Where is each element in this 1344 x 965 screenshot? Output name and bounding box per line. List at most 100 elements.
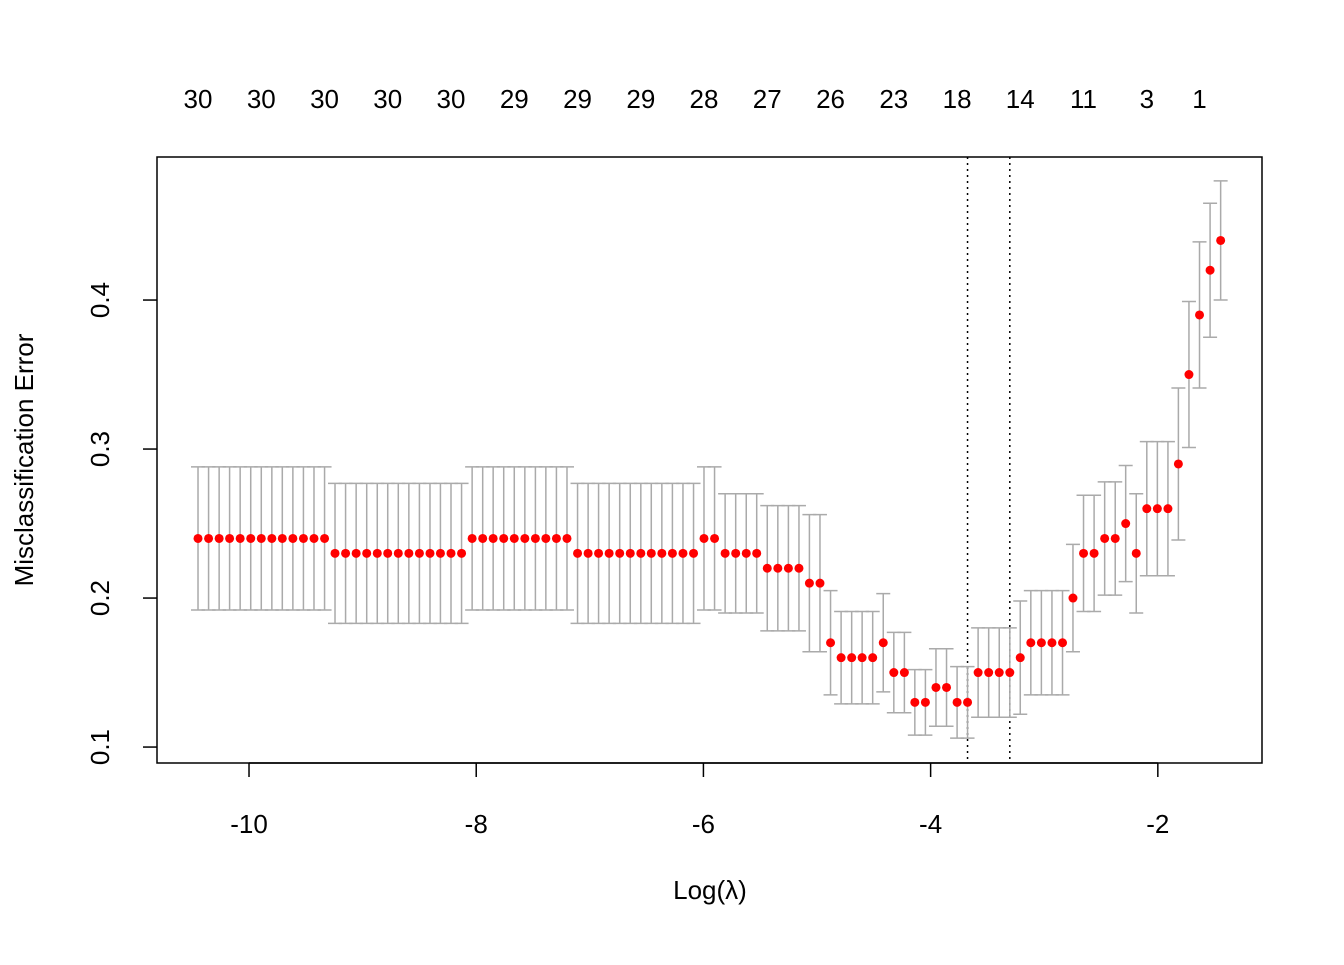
point <box>794 563 804 573</box>
point <box>351 548 361 558</box>
point <box>193 533 203 543</box>
point <box>942 682 952 692</box>
point <box>699 533 709 543</box>
y-tick-label: 0.3 <box>85 431 115 467</box>
top-tick-label: 29 <box>563 84 592 114</box>
point <box>267 533 277 543</box>
point <box>689 548 699 558</box>
point <box>383 548 393 558</box>
point <box>246 533 256 543</box>
y-axis-label: Misclassification Error <box>9 333 39 586</box>
top-tick-label: 1 <box>1192 84 1206 114</box>
point <box>277 533 287 543</box>
point <box>752 548 762 558</box>
point <box>204 533 214 543</box>
point <box>625 548 635 558</box>
point <box>773 563 783 573</box>
x-tick-label: -8 <box>465 809 488 839</box>
point <box>298 533 308 543</box>
top-tick-label: 27 <box>753 84 782 114</box>
point <box>931 682 941 692</box>
point <box>762 563 772 573</box>
point <box>963 697 973 707</box>
point <box>615 548 625 558</box>
point <box>425 548 435 558</box>
point <box>551 533 561 543</box>
point <box>1131 548 1141 558</box>
point <box>1005 668 1015 678</box>
point <box>1036 638 1046 648</box>
top-tick-label: 28 <box>690 84 719 114</box>
top-tick-label: 29 <box>500 84 529 114</box>
top-tick-label: 30 <box>373 84 402 114</box>
point <box>1184 370 1194 380</box>
point <box>1216 235 1226 245</box>
point <box>994 668 1004 678</box>
point <box>372 548 382 558</box>
top-tick-label: 30 <box>310 84 339 114</box>
point <box>1058 638 1068 648</box>
x-tick-label: -4 <box>919 809 942 839</box>
point <box>1205 265 1215 275</box>
point <box>309 533 319 543</box>
point <box>414 548 424 558</box>
x-tick-label: -2 <box>1146 809 1169 839</box>
point <box>288 533 298 543</box>
point <box>1079 548 1089 558</box>
top-tick-label: 30 <box>247 84 276 114</box>
point <box>256 533 266 543</box>
point <box>804 578 814 588</box>
point <box>720 548 730 558</box>
y-tick-label: 0.1 <box>85 729 115 765</box>
point <box>1163 504 1173 514</box>
point <box>889 668 899 678</box>
point <box>499 533 509 543</box>
point <box>783 563 793 573</box>
point <box>952 697 962 707</box>
point <box>520 533 530 543</box>
point <box>920 697 930 707</box>
point <box>731 548 741 558</box>
point <box>710 533 720 543</box>
point <box>562 533 572 543</box>
point <box>435 548 445 558</box>
point <box>320 533 330 543</box>
y-tick-label: 0.4 <box>85 282 115 318</box>
point <box>657 548 667 558</box>
top-tick-label: 26 <box>816 84 845 114</box>
point <box>667 548 677 558</box>
point <box>1047 638 1057 648</box>
top-tick-label: 23 <box>879 84 908 114</box>
point <box>973 668 983 678</box>
point <box>1173 459 1183 469</box>
point <box>678 548 688 558</box>
y-tick-label: 0.2 <box>85 580 115 616</box>
point <box>847 653 857 663</box>
point <box>214 533 224 543</box>
point <box>1068 593 1078 603</box>
point <box>594 548 604 558</box>
point <box>530 533 540 543</box>
point <box>984 668 994 678</box>
point <box>815 578 825 588</box>
point <box>1110 533 1120 543</box>
point <box>541 533 551 543</box>
point <box>1142 504 1152 514</box>
point <box>1121 519 1131 529</box>
top-tick-label: 30 <box>184 84 213 114</box>
point <box>509 533 519 543</box>
point <box>488 533 498 543</box>
point <box>868 653 878 663</box>
point <box>225 533 235 543</box>
top-tick-label: 3 <box>1140 84 1154 114</box>
point <box>1015 653 1025 663</box>
point <box>457 548 467 558</box>
point <box>446 548 456 558</box>
top-tick-label: 11 <box>1070 84 1097 114</box>
top-tick-label: 29 <box>626 84 655 114</box>
point <box>341 548 351 558</box>
point <box>235 533 245 543</box>
point <box>478 533 488 543</box>
